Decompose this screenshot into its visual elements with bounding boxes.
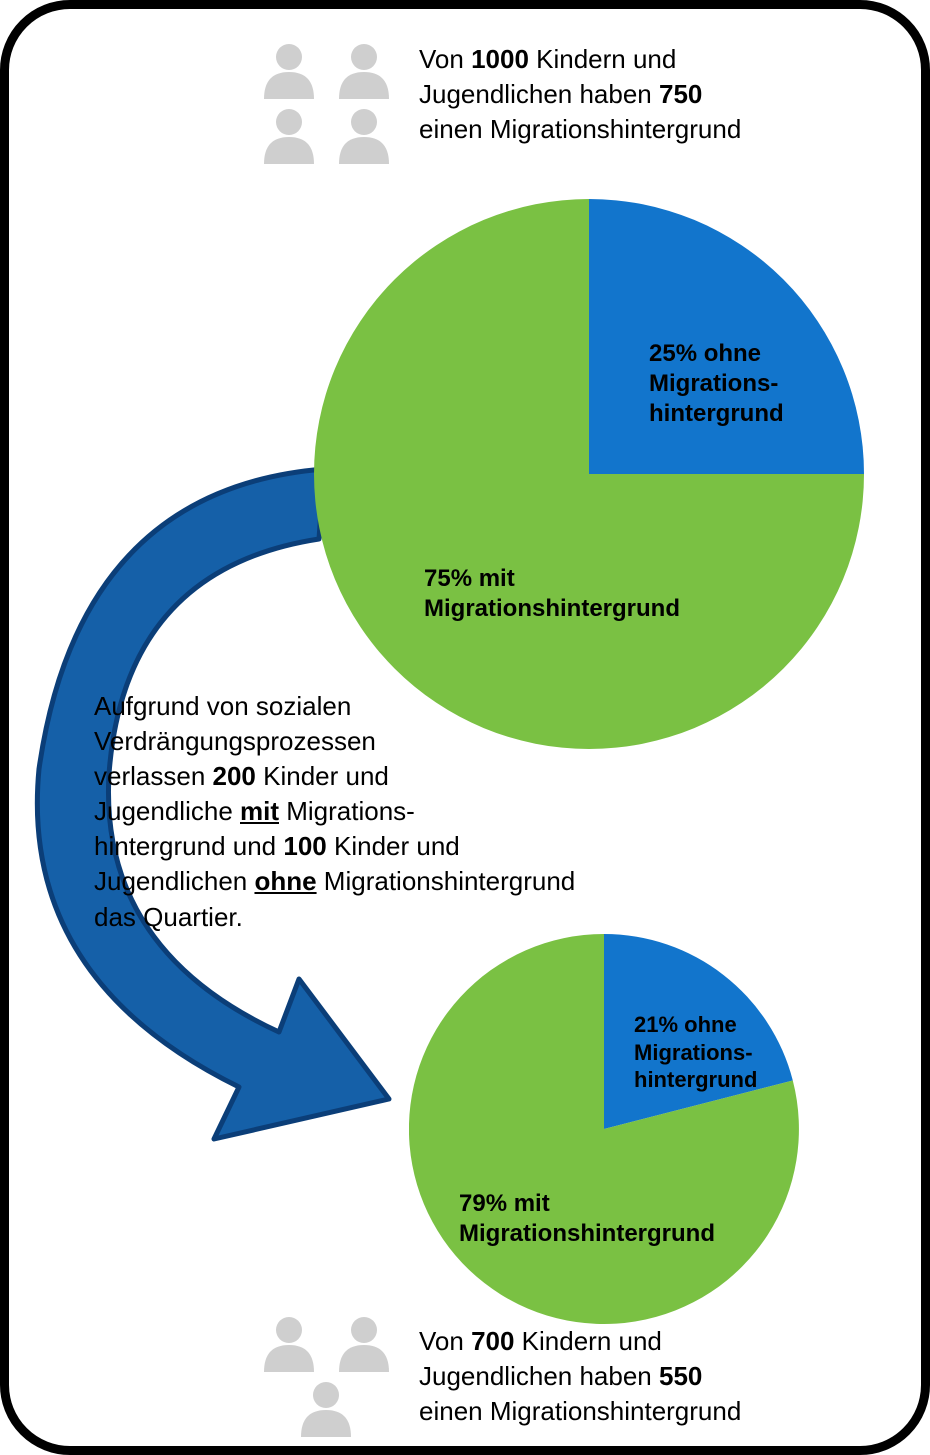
- t: 700: [471, 1326, 514, 1356]
- t: Jugendliche: [94, 796, 240, 826]
- pie2-label-green: 79% mit Migrationshintergrund: [459, 1189, 789, 1249]
- bottom-caption: Von 700 Kindern und Jugendlichen haben 5…: [419, 1324, 899, 1429]
- t: Kinder und: [327, 831, 460, 861]
- t: das Quartier.: [94, 902, 243, 932]
- infographic-frame: Von 1000 Kindern und Jugendlichen haben …: [0, 0, 930, 1455]
- t: Verdrängungsprozessen: [94, 726, 376, 756]
- t: 1000: [471, 44, 529, 74]
- t: Von: [419, 1326, 471, 1356]
- t: 75% mit: [424, 565, 515, 592]
- t: Von: [419, 44, 471, 74]
- pie-chart-2: [409, 934, 799, 1324]
- top-caption: Von 1000 Kindern und Jugendlichen haben …: [419, 42, 899, 147]
- t: Migrationshintergrund: [459, 1220, 715, 1247]
- t: Migrationshintergrund: [424, 595, 680, 622]
- t: Migrations-: [634, 1040, 753, 1065]
- t: hintergrund: [649, 400, 784, 427]
- t: 200: [213, 761, 256, 791]
- t: hintergrund und: [94, 831, 283, 861]
- t: einen Migrationshintergrund: [419, 1396, 741, 1426]
- t: ohne: [254, 866, 316, 896]
- pie1-slice-blue: [589, 199, 864, 474]
- t: 100: [283, 831, 326, 861]
- t: einen Migrationshintergrund: [419, 114, 741, 144]
- t: verlassen: [94, 761, 213, 791]
- people-icon-bottom: [254, 1312, 404, 1442]
- t: Migrations-: [649, 370, 778, 397]
- people-icon-top: [254, 39, 404, 169]
- t: Jugendlichen haben: [419, 79, 659, 109]
- t: 25% ohne: [649, 340, 761, 367]
- t: 750: [659, 79, 702, 109]
- pie-chart-1: [314, 199, 864, 749]
- t: Aufgrund von sozialen: [94, 691, 351, 721]
- t: Jugendlichen haben: [419, 1361, 659, 1391]
- t: 550: [659, 1361, 702, 1391]
- t: Migrationshintergrund: [317, 866, 576, 896]
- middle-caption: Aufgrund von sozialen Verdrängungsprozes…: [94, 689, 714, 935]
- t: Kindern und: [529, 44, 676, 74]
- pie1-label-blue: 25% ohne Migrations- hintergrund: [649, 339, 869, 429]
- pie2-label-blue: 21% ohne Migrations- hintergrund: [634, 1011, 834, 1094]
- t: Jugendlichen: [94, 866, 254, 896]
- t: mit: [240, 796, 279, 826]
- pie1-label-green: 75% mit Migrationshintergrund: [424, 564, 774, 624]
- t: 79% mit: [459, 1190, 550, 1217]
- t: 21% ohne: [634, 1012, 737, 1037]
- t: Migrations-: [279, 796, 415, 826]
- t: Kindern und: [514, 1326, 661, 1356]
- t: Kinder und: [256, 761, 389, 791]
- t: hintergrund: [634, 1067, 757, 1092]
